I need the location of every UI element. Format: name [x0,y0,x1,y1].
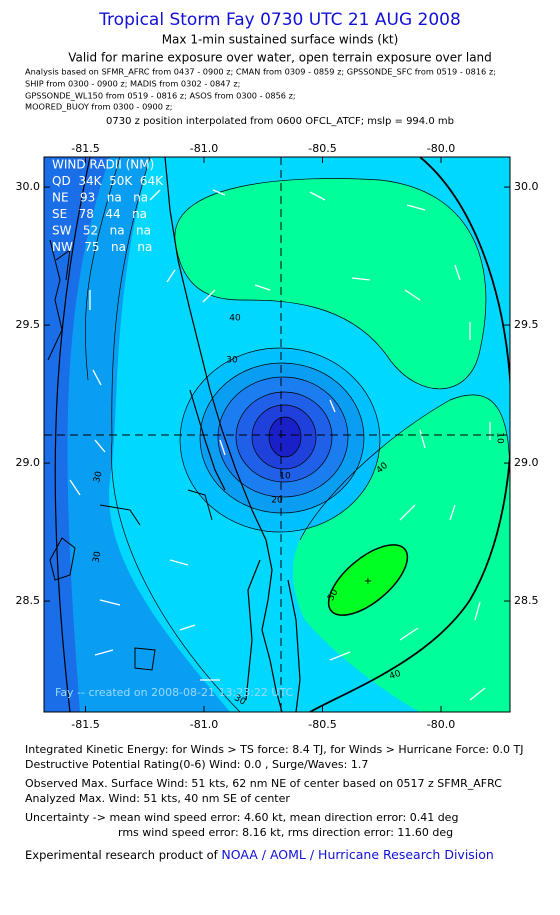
y-tick-label: 29.5 [16,318,41,331]
wind-radii-line: SE 78 44 na [52,207,147,221]
link[interactable]: NOAA / AOML / Hurricane Research Divisio… [221,847,493,862]
contour-label: 30 [226,356,238,366]
x-tick-label: -80.0 [427,718,455,731]
wind-radii-box: WIND RADII (NM) QD 34K 50K 64K NE 93 na na… [52,158,164,255]
analysis-line: Analysis based on SFMR_AFRC from 0437 - … [25,67,496,77]
contour-34kt [309,157,510,712]
position-line: 0730 z position interpolated from 0600 O… [106,116,454,127]
wind-radii-line: NW 75 na na [52,240,152,254]
map-field: + [44,157,510,712]
contour [174,178,487,390]
contour [299,394,510,541]
contour [54,157,91,712]
y-tick-label: 30.0 [16,180,41,193]
contour-label: 30 [92,470,105,484]
contour-label: 10 [279,472,291,482]
y-tick-label: 28.5 [514,594,539,607]
x-tick-label: -80.5 [308,718,336,731]
wind-radii-line: SW 52 na na [52,224,151,238]
analysis-line: SHIP from 0300 - 0900 z; MADIS from 0302… [25,79,240,89]
watermark: Fay -- created on 2008-08-21 13:23:22 UT… [55,686,294,699]
y-tick-label: 28.5 [16,594,41,607]
map-frame [43,156,511,713]
footer-line: Destructive Potential Rating(0-6) Wind: … [25,758,368,771]
analysis-line: GPSSONDE_WL150 from 0519 - 0816 z; ASOS … [25,91,296,101]
footer-line: Observed Max. Surface Wind: 51 kts, 62 n… [25,777,502,790]
subtitle: Max 1-min sustained surface winds (kt) [162,33,399,47]
y-tick-label: 30.0 [514,180,539,193]
wind-radii-line: QD 34K 50K 64K [52,174,164,188]
credit-text: Experimental research product of [25,848,221,862]
lakes [47,239,213,671]
wind-radii-line: NE 93 na na [52,191,148,205]
field-50 [327,544,409,616]
analysis-line: MOORED_BUOY from 0300 - 0900 z; [25,102,173,112]
x-tick-label: -80.5 [308,142,336,155]
wind-vectors [69,189,491,701]
contour-label: 30 [92,550,104,563]
footer-line: Integrated Kinetic Energy: for Winds > T… [25,743,524,756]
x-tick-label: -81.0 [190,718,218,731]
contour-label: 10 [495,432,505,444]
title: Tropical Storm Fay 0730 UTC 21 AUG 2008 [98,10,461,30]
x-tick-label: -81.5 [71,718,99,731]
footer-line: Analyzed Max. Wind: 51 kts, 40 nm SE of … [25,792,290,805]
contour-label: 20 [271,496,283,506]
contour-label: 40 [388,669,402,682]
credit: Experimental research product of NOAA / … [25,847,494,862]
field-0 [268,416,302,458]
subtitle: Valid for marine exposure over water, op… [68,51,492,65]
y-tick-label: 29.0 [16,456,41,469]
y-tick-label: 29.0 [514,456,539,469]
max-wind-marker: + [364,576,372,587]
x-tick-label: -80.0 [427,142,455,155]
footer-line: Uncertainty -> mean wind speed error: 4.… [25,811,458,824]
field-40 [174,178,486,389]
x-tick-label: -81.5 [71,142,99,155]
footer-line: rms wind speed error: 8.16 kt, rms direc… [118,826,453,839]
coastline [164,157,301,712]
x-tick-label: -81.0 [190,142,218,155]
contour-label: 40 [229,314,241,324]
contour [85,157,241,712]
y-tick-label: 29.5 [514,318,539,331]
wind-radii-line: WIND RADII (NM) [52,158,154,172]
